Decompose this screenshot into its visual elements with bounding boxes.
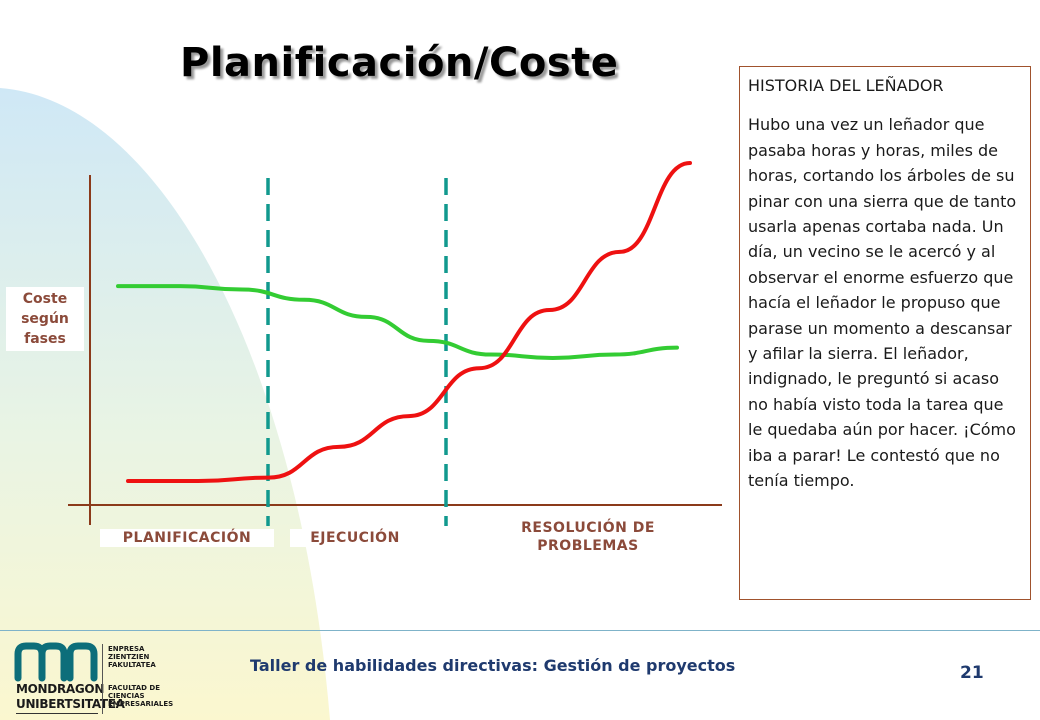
university-logo: MONDRAGON UNIBERTSITATEA ENPRESA ZIENTZI… xyxy=(14,642,210,718)
phase-label-ejecucion: EJECUCIÓN xyxy=(290,529,420,547)
logo-faculty-spanish: FACULTAD DE CIENCIAS EMPRESARIALES xyxy=(108,684,173,708)
logo-sub-line: CIENCIAS xyxy=(108,692,145,700)
logo-name-line2: UNIBERTSITATEA xyxy=(16,697,125,711)
logo-rule xyxy=(16,713,98,714)
page-number: 21 xyxy=(960,663,984,683)
logo-sub-line: EMPRESARIALES xyxy=(108,700,174,708)
slide-title: Planificación/Coste xyxy=(180,40,619,86)
y-label-line: fases xyxy=(24,331,66,347)
logo-faculty-basque: ENPRESA ZIENTZIEN FAKULTATEA xyxy=(108,645,156,669)
footer-divider xyxy=(0,630,1040,631)
footer-title: Taller de habilidades directivas: Gestió… xyxy=(250,656,736,675)
logo-sub-line: FAKULTATEA xyxy=(108,661,156,669)
y-label-line: Coste xyxy=(22,291,68,307)
series-line-red xyxy=(126,161,692,484)
story-heading: HISTORIA DEL LEÑADOR xyxy=(748,76,944,95)
story-box: HISTORIA DEL LEÑADOR Hubo una vez un leñ… xyxy=(739,66,1031,600)
y-label-line: según xyxy=(21,311,69,327)
phase-label-planificacion: PLANIFICACIÓN xyxy=(100,529,274,547)
series-line-green xyxy=(116,284,679,360)
phase-label-resolucion: RESOLUCIÓN DE PROBLEMAS xyxy=(495,519,681,555)
logo-sub-line: ZIENTZIEN xyxy=(108,653,150,661)
chart-y-label: Coste según fases xyxy=(6,287,84,351)
logo-sub-line: FACULTAD DE xyxy=(108,684,161,692)
logo-mark xyxy=(14,642,98,682)
logo-separator xyxy=(102,644,103,714)
story-body: Hubo una vez un leñador que pasaba horas… xyxy=(748,115,1017,491)
logo-name-line1: MONDRAGON xyxy=(16,682,105,696)
logo-sub-line: ENPRESA xyxy=(108,645,145,653)
logo-name: MONDRAGON UNIBERTSITATEA xyxy=(16,682,125,712)
